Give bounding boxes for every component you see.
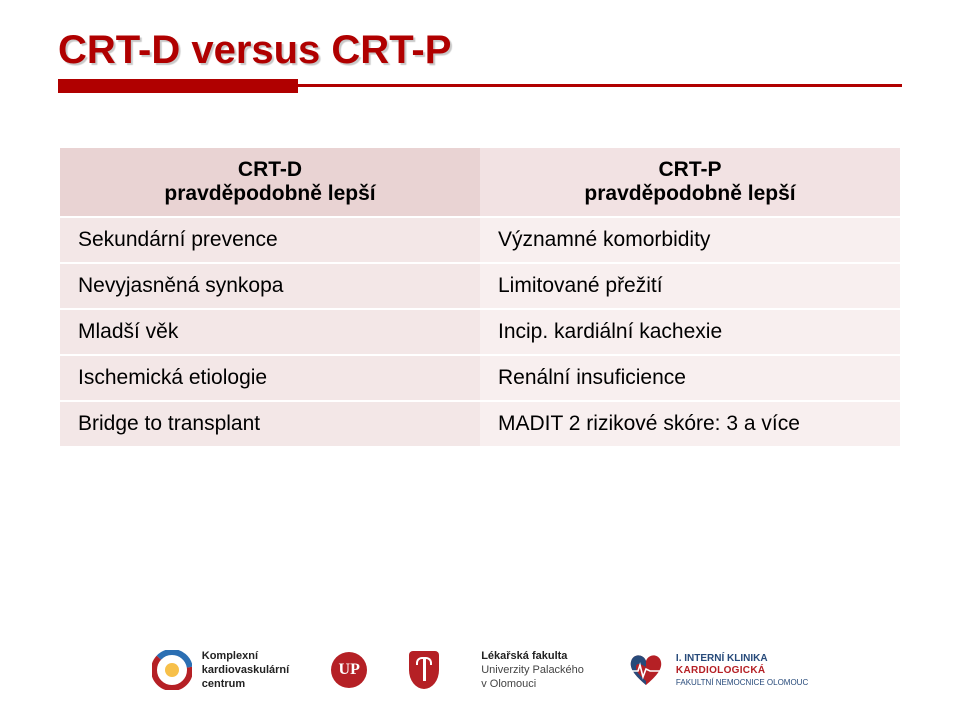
kcc-line3: centrum bbox=[202, 677, 289, 691]
ik-text: I. INTERNÍ KLINIKA KARDIOLOGICKÁ FAKULTN… bbox=[676, 653, 808, 688]
lf-line3: v Olomouci bbox=[481, 677, 584, 691]
table-row: Ischemická etiologie Renální insuficienc… bbox=[60, 355, 900, 401]
lf-line2: Univerzity Palackého bbox=[481, 663, 584, 677]
up-logo-icon: UP bbox=[331, 652, 367, 688]
cell-right: Renální insuficience bbox=[480, 355, 900, 401]
footer-logos: Komplexní kardiovaskulární centrum UP Lé… bbox=[0, 641, 960, 699]
cell-left: Ischemická etiologie bbox=[60, 355, 480, 401]
kcc-text: Komplexní kardiovaskulární centrum bbox=[202, 649, 289, 692]
cell-left: Bridge to transplant bbox=[60, 401, 480, 447]
ik-line1: I. INTERNÍ KLINIKA bbox=[676, 653, 808, 666]
cell-left: Mladší věk bbox=[60, 309, 480, 355]
ik-line2: KARDIOLOGICKÁ bbox=[676, 665, 808, 678]
kcc-line2: kardiovaskulární bbox=[202, 663, 289, 677]
lf-logo-block: Lékařská fakulta Univerzity Palackého v … bbox=[481, 649, 584, 692]
table-row: Nevyjasněná synkopa Limitované přežití bbox=[60, 263, 900, 309]
kcc-line1: Komplexní bbox=[202, 649, 289, 663]
title-block: CRT-D versus CRT-P bbox=[58, 28, 902, 93]
ik-logo-block: I. INTERNÍ KLINIKA KARDIOLOGICKÁ FAKULTN… bbox=[626, 651, 808, 689]
cell-right: Limitované přežití bbox=[480, 263, 900, 309]
header-right-text: CRT-P pravděpodobně lepší bbox=[494, 158, 886, 206]
table-row: Sekundární prevence Významné komorbidity bbox=[60, 217, 900, 263]
comparison-table: CRT-D pravděpodobně lepší CRT-P pravděpo… bbox=[60, 148, 900, 448]
table-header-row: CRT-D pravděpodobně lepší CRT-P pravděpo… bbox=[60, 148, 900, 217]
ik-line3: FAKULTNÍ NEMOCNICE OLOMOUC bbox=[676, 678, 808, 688]
slide-title: CRT-D versus CRT-P bbox=[58, 28, 902, 73]
kcc-logo-block: Komplexní kardiovaskulární centrum bbox=[152, 649, 289, 692]
kcc-swirl-icon bbox=[152, 650, 192, 690]
lf-line1: Lékařská fakulta bbox=[481, 649, 584, 663]
table-header-right: CRT-P pravděpodobně lepší bbox=[480, 148, 900, 217]
lf-text: Lékařská fakulta Univerzity Palackého v … bbox=[481, 649, 584, 692]
header-left-text: CRT-D pravděpodobně lepší bbox=[74, 158, 466, 206]
cell-right: Incip. kardiální kachexie bbox=[480, 309, 900, 355]
heart-ecg-icon bbox=[626, 651, 666, 689]
up-label: UP bbox=[339, 661, 360, 679]
title-underline bbox=[58, 79, 902, 93]
cell-right: MADIT 2 rizikové skóre: 3 a více bbox=[480, 401, 900, 447]
table-row: Mladší věk Incip. kardiální kachexie bbox=[60, 309, 900, 355]
cell-left: Nevyjasněná synkopa bbox=[60, 263, 480, 309]
cell-left: Sekundární prevence bbox=[60, 217, 480, 263]
cell-right: Významné komorbidity bbox=[480, 217, 900, 263]
table-header-left: CRT-D pravděpodobně lepší bbox=[60, 148, 480, 217]
medical-shield-icon bbox=[409, 651, 439, 689]
table-row: Bridge to transplant MADIT 2 rizikové sk… bbox=[60, 401, 900, 447]
